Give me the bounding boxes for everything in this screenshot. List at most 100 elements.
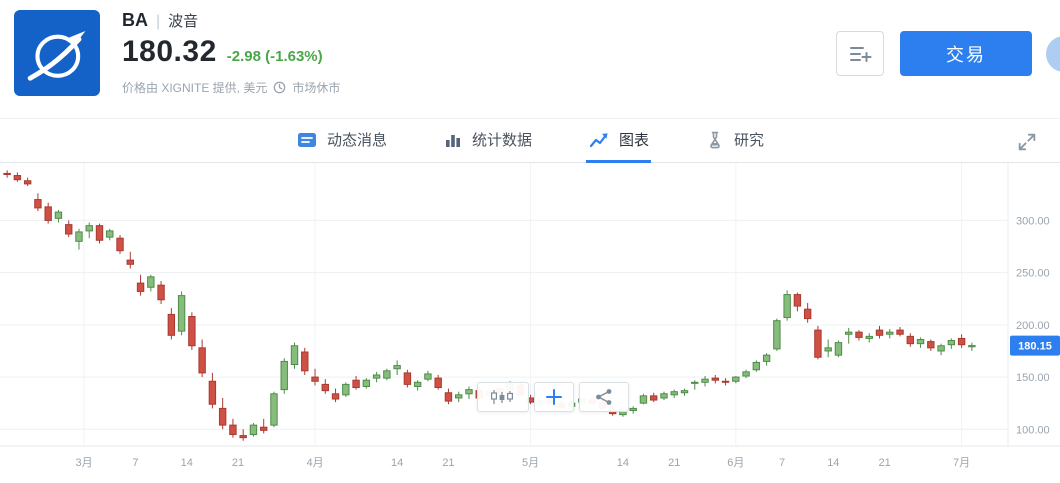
help-fab-partial[interactable] <box>1046 36 1060 72</box>
candle <box>147 276 155 288</box>
candle <box>136 282 145 292</box>
chart-icon <box>588 130 610 150</box>
candle <box>362 379 371 387</box>
candle <box>691 381 699 384</box>
x-axis-label: 14 <box>391 457 403 469</box>
x-axis-label: 14 <box>181 457 193 469</box>
candle <box>65 224 73 235</box>
y-axis-label: 250.00 <box>1016 268 1050 280</box>
share-nodes-icon <box>594 388 614 406</box>
candle <box>167 313 176 336</box>
x-axis-label: 7 <box>779 457 785 469</box>
candle <box>13 175 22 181</box>
candle <box>783 294 791 319</box>
candle <box>793 294 802 307</box>
candle <box>239 435 247 439</box>
tab-chart[interactable]: 图表 <box>586 119 652 163</box>
candlestick-chart-canvas[interactable]: 300.00 250.00 200.00 150.00 100.00 3月 7 14 21 4月 1… <box>0 163 1060 478</box>
candle <box>157 284 165 301</box>
candle <box>85 225 93 232</box>
candle <box>126 259 134 265</box>
candle <box>188 316 196 347</box>
candle <box>660 393 668 399</box>
candle <box>434 377 442 389</box>
candle <box>670 391 678 396</box>
research-icon <box>705 130 725 150</box>
add-to-watchlist-button[interactable] <box>836 31 884 76</box>
candle <box>629 407 637 411</box>
candle <box>650 395 658 401</box>
candle <box>855 331 863 338</box>
last-price-tag-label: 180.15 <box>1018 341 1052 353</box>
candle <box>198 347 206 374</box>
candle <box>968 345 976 348</box>
candle <box>896 329 904 335</box>
candle <box>280 360 288 391</box>
candle <box>927 341 935 349</box>
candle <box>229 424 237 436</box>
candle <box>865 335 873 339</box>
y-axis-label: 100.00 <box>1016 424 1050 436</box>
candle <box>44 206 52 221</box>
boeing-logo <box>14 10 100 96</box>
tab-research-label: 研究 <box>734 132 765 149</box>
candle <box>906 335 914 345</box>
candle <box>311 376 319 382</box>
candle <box>752 361 761 371</box>
candle <box>845 331 853 335</box>
stats-icon <box>443 130 463 150</box>
ticker-symbol: BA <box>122 10 148 30</box>
clock-icon <box>273 81 286 94</box>
x-axis-label: 7 <box>132 457 138 469</box>
price-chart[interactable]: 300.00 250.00 200.00 150.00 100.00 3月 7 14 21 4月 1… <box>0 163 1060 478</box>
candle <box>393 365 401 370</box>
market-status: 市场休市 <box>292 81 341 95</box>
instrument-tabs: 动态消息 统计数据 图表 研究 <box>0 118 1060 163</box>
candle <box>75 231 83 242</box>
title-separator: | <box>156 13 161 30</box>
candle <box>301 351 309 372</box>
candle <box>455 394 463 399</box>
candle <box>218 407 227 426</box>
candle <box>834 342 843 356</box>
x-axis-label: 7月 <box>953 457 970 469</box>
x-axis-label: 21 <box>232 457 244 469</box>
expand-chart-icon[interactable] <box>1014 129 1040 155</box>
candle <box>711 377 719 381</box>
x-axis-label: 21 <box>879 457 891 469</box>
trade-button[interactable]: 交易 <box>900 31 1032 76</box>
x-axis-label: 14 <box>617 457 629 469</box>
candle <box>762 354 771 362</box>
candle <box>701 378 709 383</box>
candle <box>208 380 217 405</box>
crosshair-plus-icon <box>545 388 563 406</box>
tab-stats-label: 统计数据 <box>471 132 532 149</box>
candle <box>886 331 894 335</box>
instrument-name: 波音 <box>168 13 199 30</box>
candle <box>916 338 925 345</box>
price-change: -2.98 (-1.63%) <box>226 48 323 65</box>
y-axis-label: 300.00 <box>1016 215 1050 227</box>
crosshair-button[interactable] <box>534 382 574 412</box>
candle <box>342 383 350 396</box>
candle <box>260 426 268 431</box>
candle <box>403 372 412 385</box>
candle <box>814 329 822 358</box>
x-axis-label: 14 <box>827 457 839 469</box>
list-plus-icon <box>848 43 872 65</box>
candle <box>290 345 299 366</box>
chart-type-button[interactable] <box>477 382 529 412</box>
candle <box>875 329 884 336</box>
tab-feed[interactable]: 动态消息 <box>294 119 389 163</box>
candle <box>957 337 966 346</box>
tab-stats[interactable]: 统计数据 <box>441 119 534 163</box>
candle <box>270 393 278 426</box>
candle <box>639 395 648 404</box>
tab-feed-label: 动态消息 <box>326 132 387 149</box>
candle <box>465 389 473 395</box>
x-axis-label: 21 <box>668 457 680 469</box>
candle <box>372 374 381 379</box>
share-chart-button[interactable] <box>579 382 629 412</box>
tab-research[interactable]: 研究 <box>703 119 766 163</box>
candle <box>732 376 740 382</box>
